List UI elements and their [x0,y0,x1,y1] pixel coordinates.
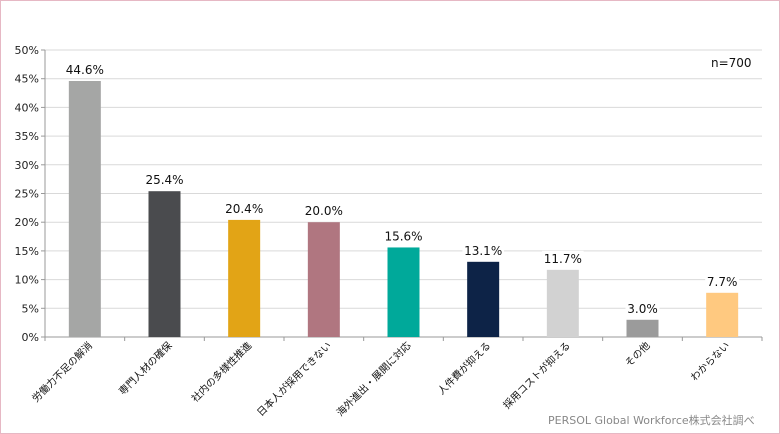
bars [68,80,739,337]
x-category-label: 社内の多様性推進 [189,339,255,405]
data-label-backing [462,242,504,258]
y-tick-label: 10% [15,274,39,287]
data-label-backing [705,273,740,289]
y-tick-label: 25% [15,188,39,201]
data-label: 20.4% [225,202,263,216]
data-label: 44.6% [66,63,104,77]
y-tick-label: 15% [15,245,39,258]
y-tick-label: 45% [15,73,39,86]
sample-size-note: n=700 [711,56,752,70]
y-tick-label: 30% [15,159,39,172]
x-category-label: 日本人が採用できない [254,339,334,419]
y-tick-label: 0% [22,331,39,344]
x-category-label: 労働力不足の解消 [29,339,95,405]
bar [546,269,579,337]
data-labels: 44.6% 25.4% 20.4% 20.0% 15.6% 13.1% 11.7% 3.0% 7… [64,61,740,316]
x-category-label: わからない [688,340,732,384]
bar [626,319,659,337]
x-axis-labels: 労働力不足の解消 専門人材の確保 社内の多様性推進 日本人が採用できない 海外進出・展開… [29,339,732,419]
bar [387,247,420,337]
x-category-label: 採用コストが抑える [500,339,573,412]
bar [307,222,340,337]
y-tick-label: 35% [15,130,39,143]
x-category-label: 専門人材の確保 [116,339,175,398]
bar [68,80,101,337]
data-label-backing [303,203,345,219]
y-tick-label: 20% [15,216,39,229]
x-category-label: 海外進出・展開に対応 [334,339,414,419]
data-label: 25.4% [145,173,183,187]
data-label-backing [143,172,186,188]
data-label: 11.7% [544,252,582,266]
data-label-backing [625,300,660,316]
data-label-backing [542,250,584,266]
data-label: 7.7% [707,275,738,289]
source-credit: PERSOL Global Workforce株式会社調べ [548,414,755,427]
y-tick-label: 40% [15,101,39,114]
x-category-label: その他 [622,339,652,369]
bar [228,219,261,337]
data-label-backing [382,228,425,244]
y-tick-label: 5% [22,302,39,315]
x-category-label: 人件費が抑える [435,339,493,397]
data-label: 3.0% [627,302,658,316]
bar [467,261,500,337]
bar [148,191,181,337]
data-label: 15.6% [384,229,422,243]
data-label-backing [64,61,106,77]
y-tick-label: 50% [15,44,39,57]
y-axis-ticks: 0% 5% 10% 15% 20% 25% 30% 35% 40% 45% 50% [15,44,39,344]
bar [706,292,739,337]
data-label-backing [223,200,265,216]
data-label: 13.1% [464,244,502,258]
data-label: 20.0% [305,204,343,218]
